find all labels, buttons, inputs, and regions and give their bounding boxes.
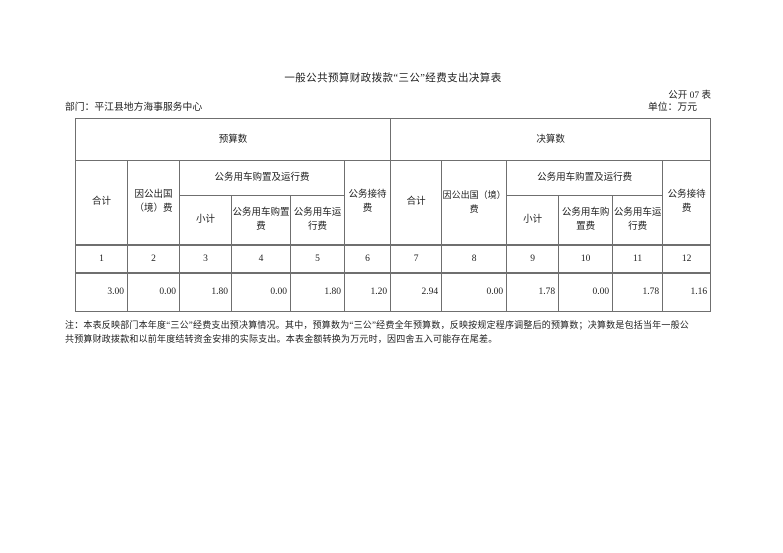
meta-row: 部门：平江县地方海事服务中心 单位：万元: [65, 99, 697, 113]
value-final-reception: 1.16: [662, 272, 712, 312]
header-row-sub: 小计 公务用车购置 费 公务用车运 行费 小计 公务用车购 置费 公务用车运 行…: [76, 195, 711, 245]
section-header-row: 预算数 决算数: [74, 118, 712, 161]
budget-vehicle-operation-header: 公务用车运 行费: [290, 195, 345, 245]
value-final-vehicle-operation: 1.78: [612, 272, 664, 312]
column-number-cell: 5: [290, 243, 345, 274]
header-row-top: 合计 因公出国 （境）费 公务用车购置及运行费 公务接待 费 合计 因公出国（境…: [75, 160, 712, 245]
final-total-header: 合计: [390, 160, 443, 245]
value-final-total: 2.94: [390, 272, 443, 312]
column-number-cell: 12: [662, 243, 712, 274]
budget-section-header: 预算数: [74, 118, 392, 161]
document-title: 一般公共预算财政拨款“三公”经费支出决算表: [284, 73, 502, 84]
final-vehicle-operation-header: 公务用车运 行费: [612, 195, 664, 245]
value-final-vehicle-purchase: 0.00: [558, 272, 614, 312]
column-number-cell: 2: [127, 243, 180, 274]
value-budget-vehicle-purchase: 0.00: [231, 272, 291, 312]
footnote-line: 注：本表反映部门本年度“三公”经费支出预决算情况。其中，预算数为“三公”经费全年…: [65, 320, 689, 330]
value-budget-vehicle-subtotal: 1.80: [179, 272, 232, 312]
column-number-cell: 11: [612, 243, 664, 274]
column-number-cell: 1: [75, 243, 128, 274]
column-number-row: 1 2 3 4 5 6 7 8 9 10 11 12: [75, 243, 712, 274]
final-section-header: 决算数: [390, 118, 712, 161]
value-budget-reception: 1.20: [343, 272, 392, 312]
value-row: 3.00 0.00 1.80 0.00 1.80 1.20 2.94 0.00 …: [75, 272, 712, 312]
budget-reception-header: 公务接待 费: [343, 160, 392, 245]
final-abroad-header: 因公出国（境） 费: [441, 160, 508, 245]
column-number-cell: 10: [558, 243, 614, 274]
column-number-cell: 6: [343, 243, 392, 274]
final-vehicle-purchase-header: 公务用车购 置费: [558, 195, 614, 245]
final-reception-header: 公务接待 费: [662, 160, 712, 245]
column-number-cell: 7: [390, 243, 443, 274]
value-budget-vehicle-operation: 1.80: [290, 272, 345, 312]
table-code-label: 公开 07 表: [668, 91, 711, 101]
budget-vehicle-group-header: 公务用车购置及运行费: [179, 160, 345, 196]
column-number-cell: 4: [231, 243, 291, 274]
budget-abroad-header: 因公出国 （境）费: [127, 160, 180, 245]
department-label: 部门：平江县地方海事服务中心: [65, 102, 203, 113]
budget-total-header: 合计: [75, 160, 128, 245]
column-number-cell: 8: [441, 243, 508, 274]
final-vehicle-group-header: 公务用车购置及运行费: [506, 160, 664, 196]
budget-vehicle-subtotal-header: 小计: [179, 195, 232, 245]
footnote: 注：本表反映部门本年度“三公”经费支出预决算情况。其中，预算数为“三公”经费全年…: [65, 318, 715, 346]
final-vehicle-subtotal-header: 小计: [506, 195, 560, 245]
column-number-cell: 9: [506, 243, 560, 274]
three-public-expense-table: 预算数 决算数 合计 因公出国 （境）费 公务用车购置及运行费 公务接待 费 合…: [74, 118, 712, 312]
value-final-abroad: 0.00: [441, 272, 508, 312]
value-budget-abroad: 0.00: [127, 272, 180, 312]
footnote-line: 共预算财政拨款和以前年度结转资金安排的实际支出。本表金额转换为万元时，因四舍五入…: [65, 334, 498, 344]
unit-label: 单位：万元: [648, 102, 697, 113]
value-budget-total: 3.00: [75, 272, 128, 312]
budget-vehicle-purchase-header: 公务用车购置 费: [231, 195, 291, 245]
column-number-cell: 3: [179, 243, 232, 274]
value-final-vehicle-subtotal: 1.78: [506, 272, 560, 312]
